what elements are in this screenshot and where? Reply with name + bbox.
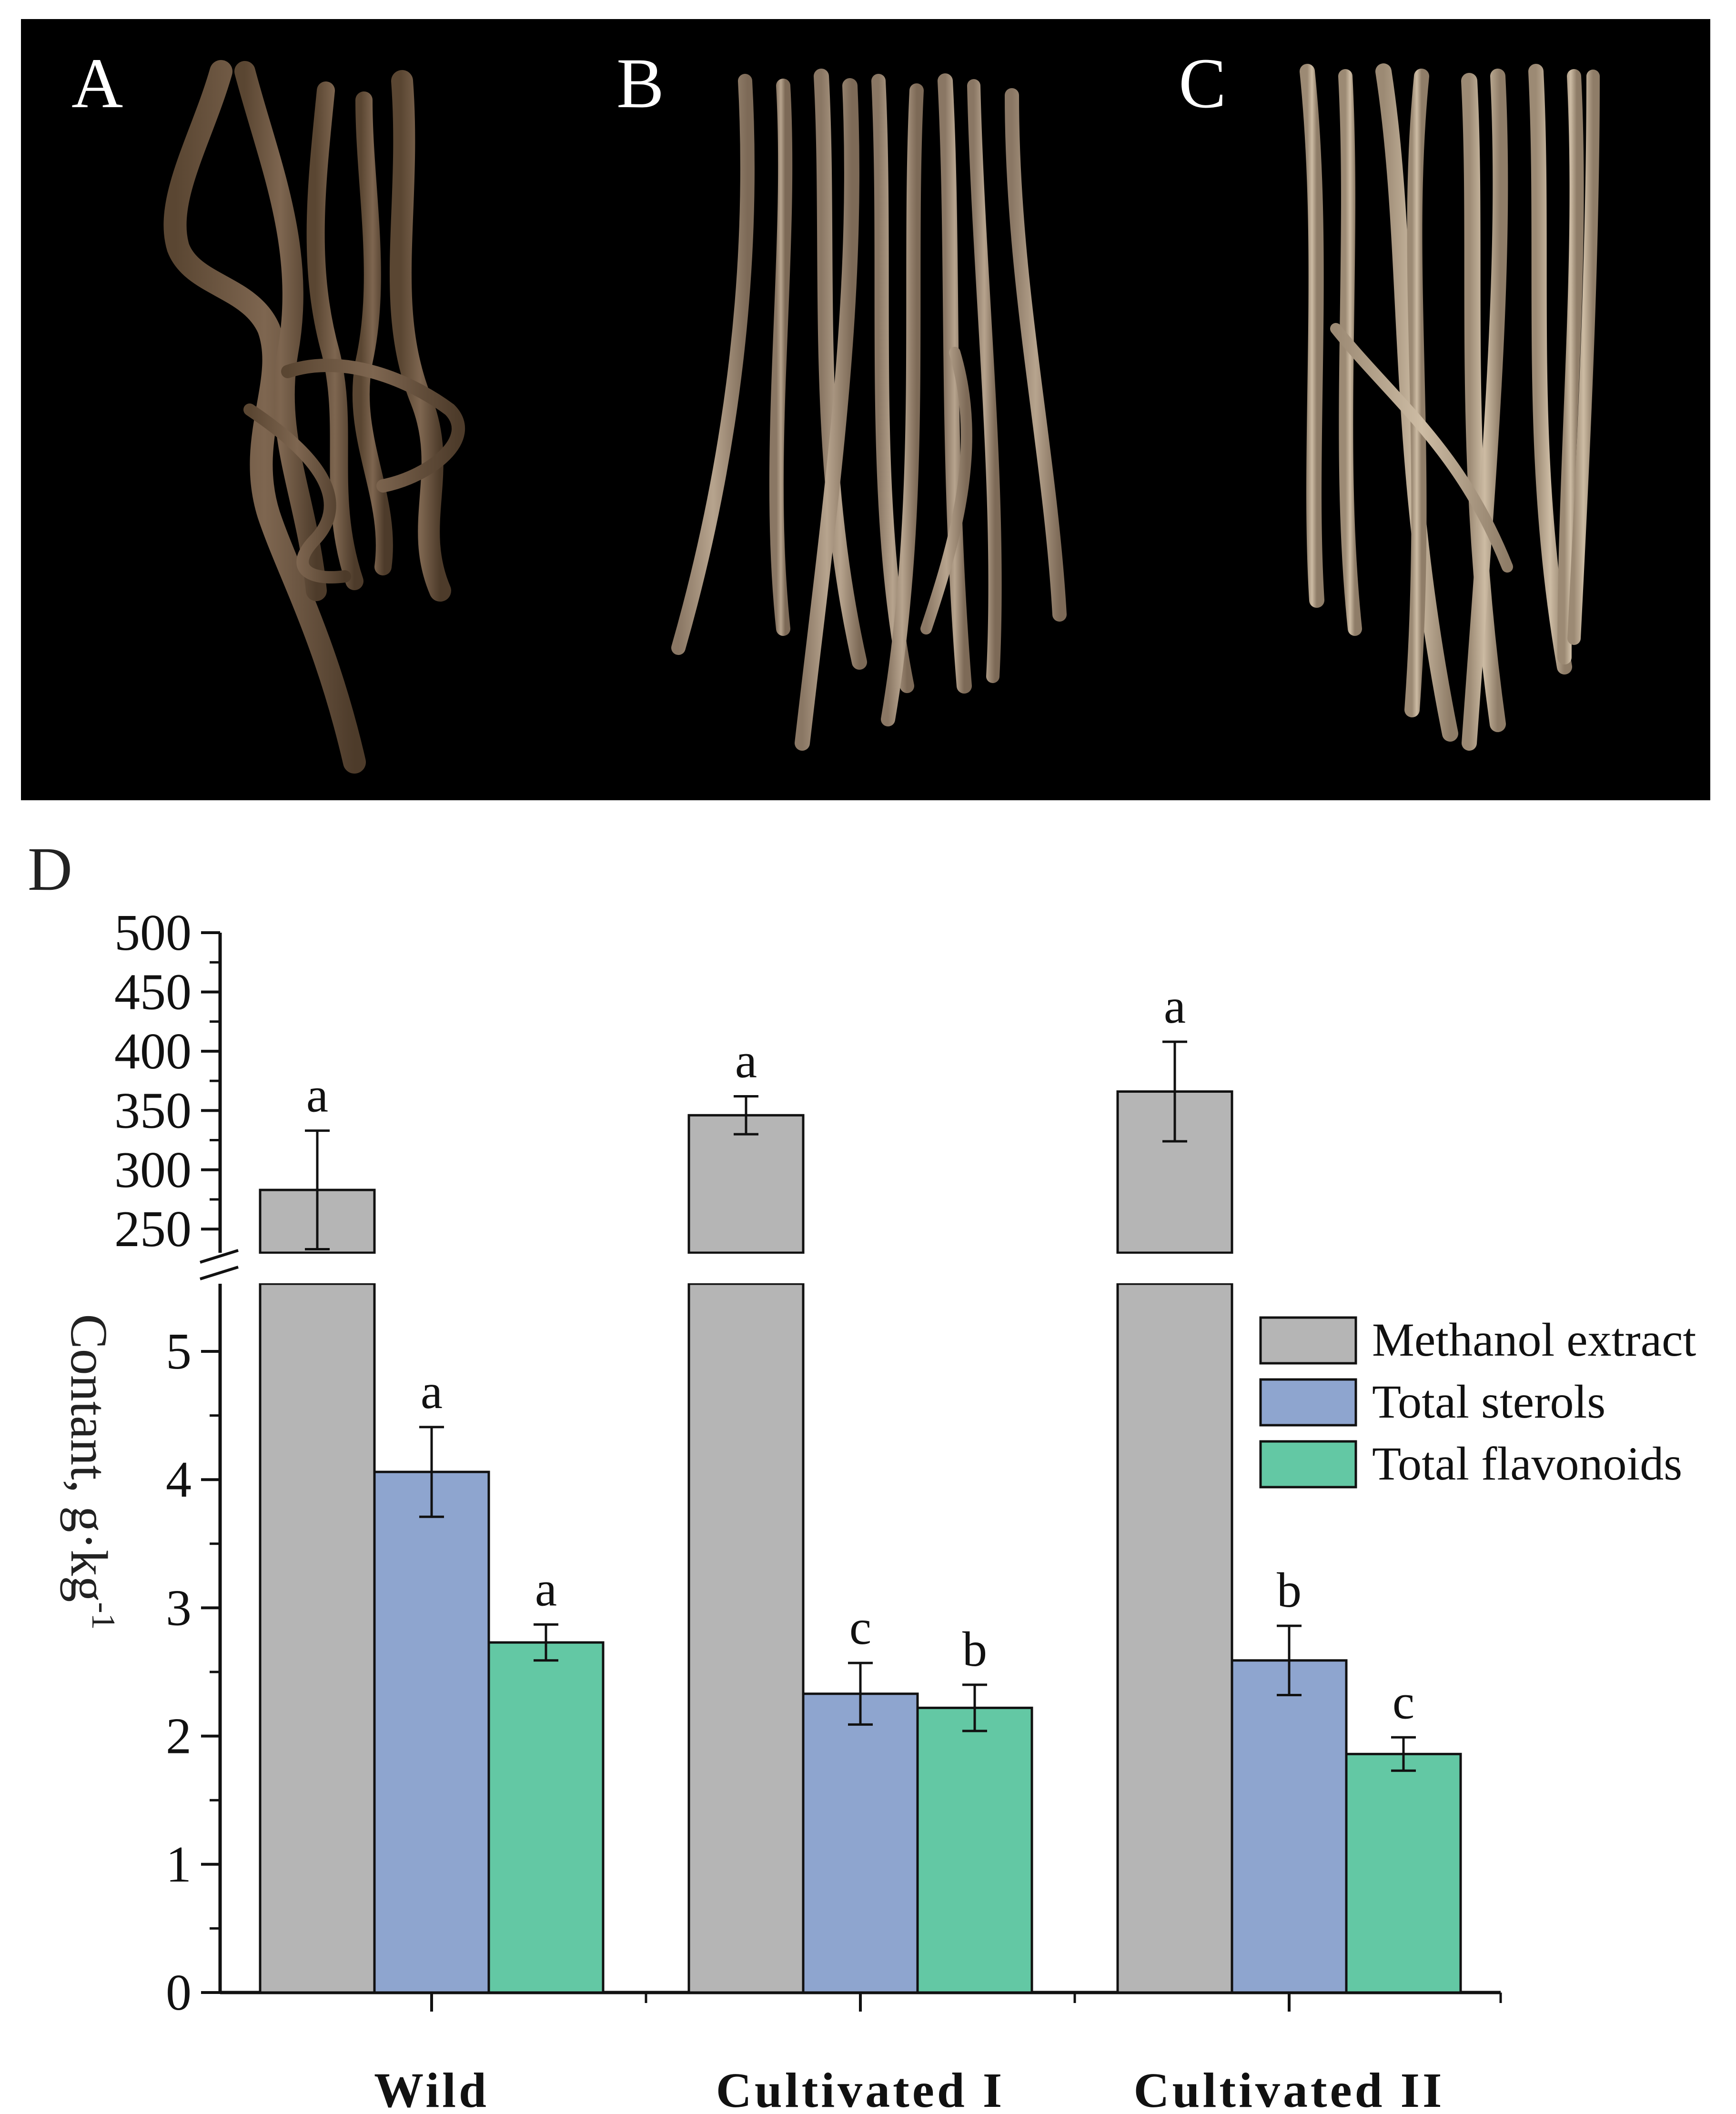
significance-letter: b xyxy=(1277,1563,1302,1618)
bar-methanol-extract-lower xyxy=(1116,1282,1233,1994)
y-tick-label: 4 xyxy=(166,1451,192,1508)
bar-total-sterols xyxy=(802,1692,919,1994)
y-tick-label: 0 xyxy=(166,1964,192,2021)
content-bar-chart: D Contant, g·kg-1 0 1 2 3 4 5 2503003504004505… xyxy=(28,835,1696,2114)
y-tick-label: 300 xyxy=(114,1142,192,1198)
significance-letter: b xyxy=(962,1622,987,1677)
y-tick-label: 450 xyxy=(114,964,192,1020)
root-photographs-panel: A B C xyxy=(21,19,1710,800)
significance-letter: a xyxy=(535,1561,557,1616)
panel-label-b: B xyxy=(616,44,665,123)
x-category-label: Cultivated I xyxy=(716,2063,1005,2114)
y-axis-label: Contant, g·kg-1 xyxy=(60,1314,121,1630)
axis-break-mark-upper xyxy=(200,1249,239,1264)
y-tick-label: 250 xyxy=(114,1201,192,1258)
axis-break-gap xyxy=(1115,1254,1235,1283)
significance-letter: c xyxy=(849,1600,871,1655)
bar-total-flavonoids xyxy=(487,1641,605,1994)
bar-total-sterols xyxy=(1231,1659,1348,1994)
axis-break-gap xyxy=(257,1254,377,1283)
panel-label-d: D xyxy=(28,835,72,904)
legend-label: Methanol extract xyxy=(1372,1313,1696,1366)
axis-break-gap xyxy=(686,1254,806,1283)
root-photographs xyxy=(163,60,1600,774)
panel-label-c: C xyxy=(1179,44,1227,123)
significance-letter: c xyxy=(1393,1674,1414,1729)
y-tick-label: 1 xyxy=(166,1836,192,1893)
bar-total-flavonoids xyxy=(916,1706,1033,1994)
y-tick-label: 350 xyxy=(114,1082,192,1139)
bar-total-flavonoids xyxy=(1345,1752,1462,1994)
y-tick-label: 5 xyxy=(166,1323,192,1380)
legend-swatch xyxy=(1259,1440,1357,1489)
significance-letter: a xyxy=(306,1068,328,1123)
y-tick-label: 500 xyxy=(114,905,192,961)
legend-swatch xyxy=(1259,1316,1357,1365)
bar-methanol-extract-lower xyxy=(687,1282,805,1994)
x-category-label: Cultivated II xyxy=(1134,2063,1445,2114)
panel-label-a: A xyxy=(71,44,123,123)
cultivated-i-roots-image xyxy=(671,69,1067,751)
bar-methanol-extract-lower xyxy=(259,1282,376,1994)
bar-total-sterols xyxy=(373,1470,490,1994)
axis-break-mark-lower xyxy=(200,1266,239,1280)
legend-swatch xyxy=(1259,1378,1357,1427)
significance-letter: a xyxy=(421,1364,443,1419)
y-axis-label-text: Contant, g·kg xyxy=(60,1314,118,1602)
bar-methanol-extract-upper xyxy=(687,1114,805,1254)
y-tick-label: 3 xyxy=(166,1580,192,1636)
y-tick-label: 2 xyxy=(166,1708,192,1765)
legend-label: Total sterols xyxy=(1372,1375,1605,1428)
x-category-label: Wild xyxy=(374,2063,489,2114)
legend-label: Total flavonoids xyxy=(1372,1437,1682,1490)
y-axis-label-superscript: -1 xyxy=(85,1602,121,1630)
wild-roots-image xyxy=(163,60,465,774)
y-tick-label: 400 xyxy=(114,1023,192,1080)
significance-letter: a xyxy=(1164,979,1186,1034)
cultivated-ii-roots-image xyxy=(1300,63,1600,751)
significance-letter: a xyxy=(735,1033,757,1088)
